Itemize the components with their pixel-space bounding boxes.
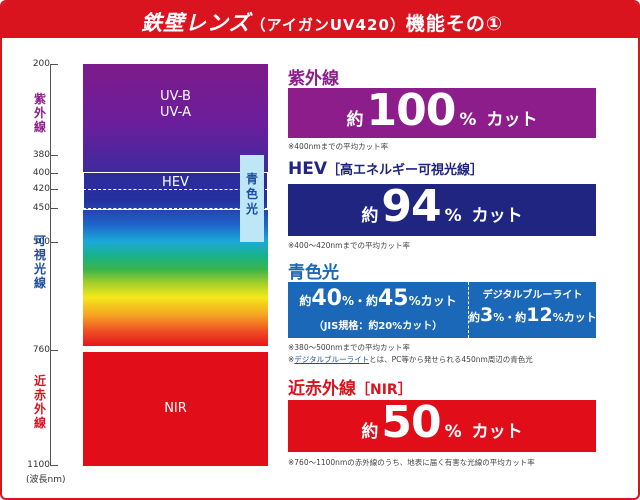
tick-760 (50, 350, 58, 351)
nir-note: ※760～1100nmの赤外線のうち、地表に届く有害な光線の平均カット率 (288, 457, 535, 468)
wavelength-axis (50, 64, 51, 466)
region-label-uv: 紫外線 (32, 92, 48, 134)
tick-label-200: 200 (24, 59, 50, 69)
page-title: 鉄壁レンズ（アイガンUV420）機能その① (141, 7, 503, 37)
hev-heading: HEV［高エネルギー可視光線］ (288, 159, 483, 179)
uv-percent: % (459, 110, 476, 130)
nir-cut-text: カット (472, 417, 523, 442)
hev-cut-text: カット (472, 201, 523, 226)
blue-cut-value-1: 40 (311, 286, 342, 311)
blue-note-2: ※デジタルブルーライトとは、PC等から発せられる450nm周辺の青色光 (288, 354, 533, 365)
nir-prefix: 約 (361, 417, 378, 442)
hev-percent: % (445, 206, 462, 226)
uv-cut-text: カット (486, 105, 537, 130)
tick-label-1100: 1100 (20, 460, 50, 470)
tick-200 (50, 64, 58, 65)
blue-light-cut: 約40%・約45%カット （JIS規格：約20%カット） (288, 282, 468, 338)
blue-note-1: ※380～500nmまでの平均カット率 (288, 342, 410, 353)
tick-420 (50, 189, 58, 190)
nir-label: NIR (83, 401, 268, 417)
blue-heading: 青色光 (288, 258, 339, 283)
tick-500 (50, 242, 58, 243)
uva-label: UV-A (83, 105, 268, 121)
hev-note: ※400～420nmまでの平均カット率 (288, 240, 410, 251)
digital-blue-light-title: デジタルブルーライト (469, 286, 596, 301)
hev-cut-value: 94 (381, 184, 440, 230)
digital-blue-light-cut: デジタルブルーライト 約3%・約12%カット (468, 282, 596, 338)
tick-450 (50, 208, 58, 209)
region-label-nir: 近赤外線 (32, 374, 48, 430)
tick-400 (50, 173, 58, 174)
title-bar: 鉄壁レンズ（アイガンUV420）機能その① (2, 2, 640, 38)
uv-cut-value: 100 (367, 88, 456, 134)
nir-cut-box: 約 50 % カット (288, 400, 596, 452)
title-product: （アイガンUV420） (251, 16, 406, 34)
nir-cut-value: 50 (381, 400, 440, 446)
digital-cut-value-2: 12 (526, 304, 552, 326)
uv-note: ※400nmまでの平均カット率 (288, 141, 388, 152)
nir-heading: 近赤外線［NIR］ (288, 374, 412, 399)
uv-heading: 紫外線 (288, 64, 339, 89)
blue-light-label: 青色光 (240, 172, 264, 217)
tick-label-380: 380 (24, 150, 50, 160)
tick-label-400: 400 (24, 168, 50, 178)
tick-label-760: 760 (24, 345, 50, 355)
tick-label-450: 450 (24, 203, 50, 213)
nir-percent: % (445, 422, 462, 442)
uvb-label: UV-B (83, 89, 268, 105)
uv-cut-box: 約 100 % カット (288, 88, 596, 138)
axis-unit-label: (波長nm) (26, 472, 66, 485)
region-label-visible: 可視光線 (32, 234, 48, 290)
title-brand: 鉄壁レンズ (141, 11, 251, 35)
blue-cut-box: 約40%・約45%カット （JIS規格：約20%カット） デジタルブルーライト … (288, 282, 596, 338)
digital-blue-light-link[interactable]: デジタルブルーライト (294, 355, 369, 364)
uv-prefix: 約 (347, 105, 364, 130)
jis-note: （JIS規格：約20%カット） (288, 317, 468, 332)
tick-label-420: 420 (24, 184, 50, 194)
blue-cut-value-2: 45 (378, 286, 409, 311)
hev-cut-box: 約 94 % カット (288, 184, 596, 236)
hev-prefix: 約 (361, 201, 378, 226)
tick-380 (50, 155, 58, 156)
digital-cut-value-1: 3 (480, 304, 493, 326)
title-suffix: 機能その① (406, 13, 503, 35)
tick-1100 (50, 465, 58, 466)
